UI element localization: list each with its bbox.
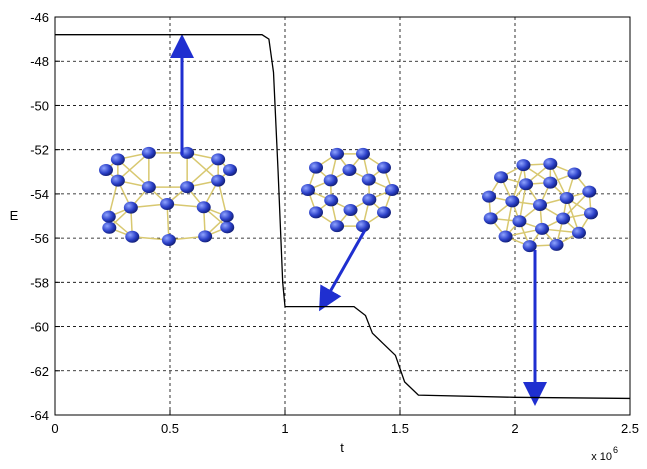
x-axis-label: t — [340, 440, 344, 455]
atom — [180, 181, 194, 193]
atom — [582, 186, 596, 198]
atom — [550, 239, 564, 251]
atom — [102, 222, 116, 234]
atom — [142, 181, 156, 193]
atom — [211, 175, 225, 187]
atom — [309, 162, 323, 174]
atom — [533, 199, 547, 211]
atom — [330, 148, 344, 160]
y-tick-label: -58 — [30, 275, 49, 290]
atom — [377, 162, 391, 174]
arrow — [322, 230, 365, 306]
atom — [309, 206, 323, 218]
atom — [111, 153, 125, 165]
atom — [324, 194, 338, 206]
atom — [543, 177, 557, 189]
atom — [572, 227, 586, 239]
atom — [99, 164, 113, 176]
atom — [494, 171, 508, 183]
atom — [356, 148, 370, 160]
data-line — [55, 35, 630, 399]
y-tick-label: -48 — [30, 54, 49, 69]
atom — [484, 212, 498, 224]
grid — [55, 17, 630, 415]
y-tick-label: -64 — [30, 408, 49, 423]
y-tick-label: -60 — [30, 320, 49, 335]
atom — [543, 158, 557, 170]
atom — [211, 153, 225, 165]
atom — [584, 207, 598, 219]
atom — [556, 213, 570, 225]
atom — [377, 206, 391, 218]
atom — [198, 230, 212, 242]
atom — [499, 230, 513, 242]
x-tick-label: 2.5 — [621, 421, 639, 436]
atom — [560, 192, 574, 204]
atom — [301, 184, 315, 196]
atom — [111, 175, 125, 187]
atom — [102, 211, 116, 223]
atom — [512, 215, 526, 227]
x-multiplier-exponent: 6 — [613, 445, 618, 455]
x-tick-label: 1.5 — [391, 421, 409, 436]
x-tick-label: 1 — [281, 421, 288, 436]
atom — [342, 164, 356, 176]
atom — [220, 221, 234, 233]
molecules — [99, 147, 598, 252]
atom — [220, 210, 234, 222]
y-tick-label: -52 — [30, 143, 49, 158]
y-axis-label: E — [10, 208, 19, 223]
y-tick-label: -50 — [30, 98, 49, 113]
x-tick-label: 0 — [51, 421, 58, 436]
atom — [330, 220, 344, 232]
plot-frame — [55, 17, 630, 415]
atom — [482, 191, 496, 203]
atom — [160, 198, 174, 210]
atom — [356, 220, 370, 232]
atom — [124, 202, 138, 214]
y-tick-label: -46 — [30, 10, 49, 25]
y-tick-label: -62 — [30, 364, 49, 379]
atom — [223, 164, 237, 176]
atom — [519, 178, 533, 190]
atom — [567, 168, 581, 180]
y-tick-label: -54 — [30, 187, 49, 202]
atom — [344, 204, 358, 216]
atom — [125, 231, 139, 243]
atom — [535, 223, 549, 235]
y-tick-label: -56 — [30, 231, 49, 246]
x-tick-label: 0.5 — [161, 421, 179, 436]
atom — [362, 194, 376, 206]
atom — [362, 174, 376, 186]
atom — [505, 195, 519, 207]
atom — [197, 201, 211, 213]
atom — [142, 147, 156, 159]
atom — [162, 234, 176, 246]
atom — [324, 174, 338, 186]
atom — [516, 159, 530, 171]
atom — [385, 184, 399, 196]
x-multiplier: x 10 — [591, 451, 612, 463]
x-tick-label: 2 — [511, 421, 518, 436]
